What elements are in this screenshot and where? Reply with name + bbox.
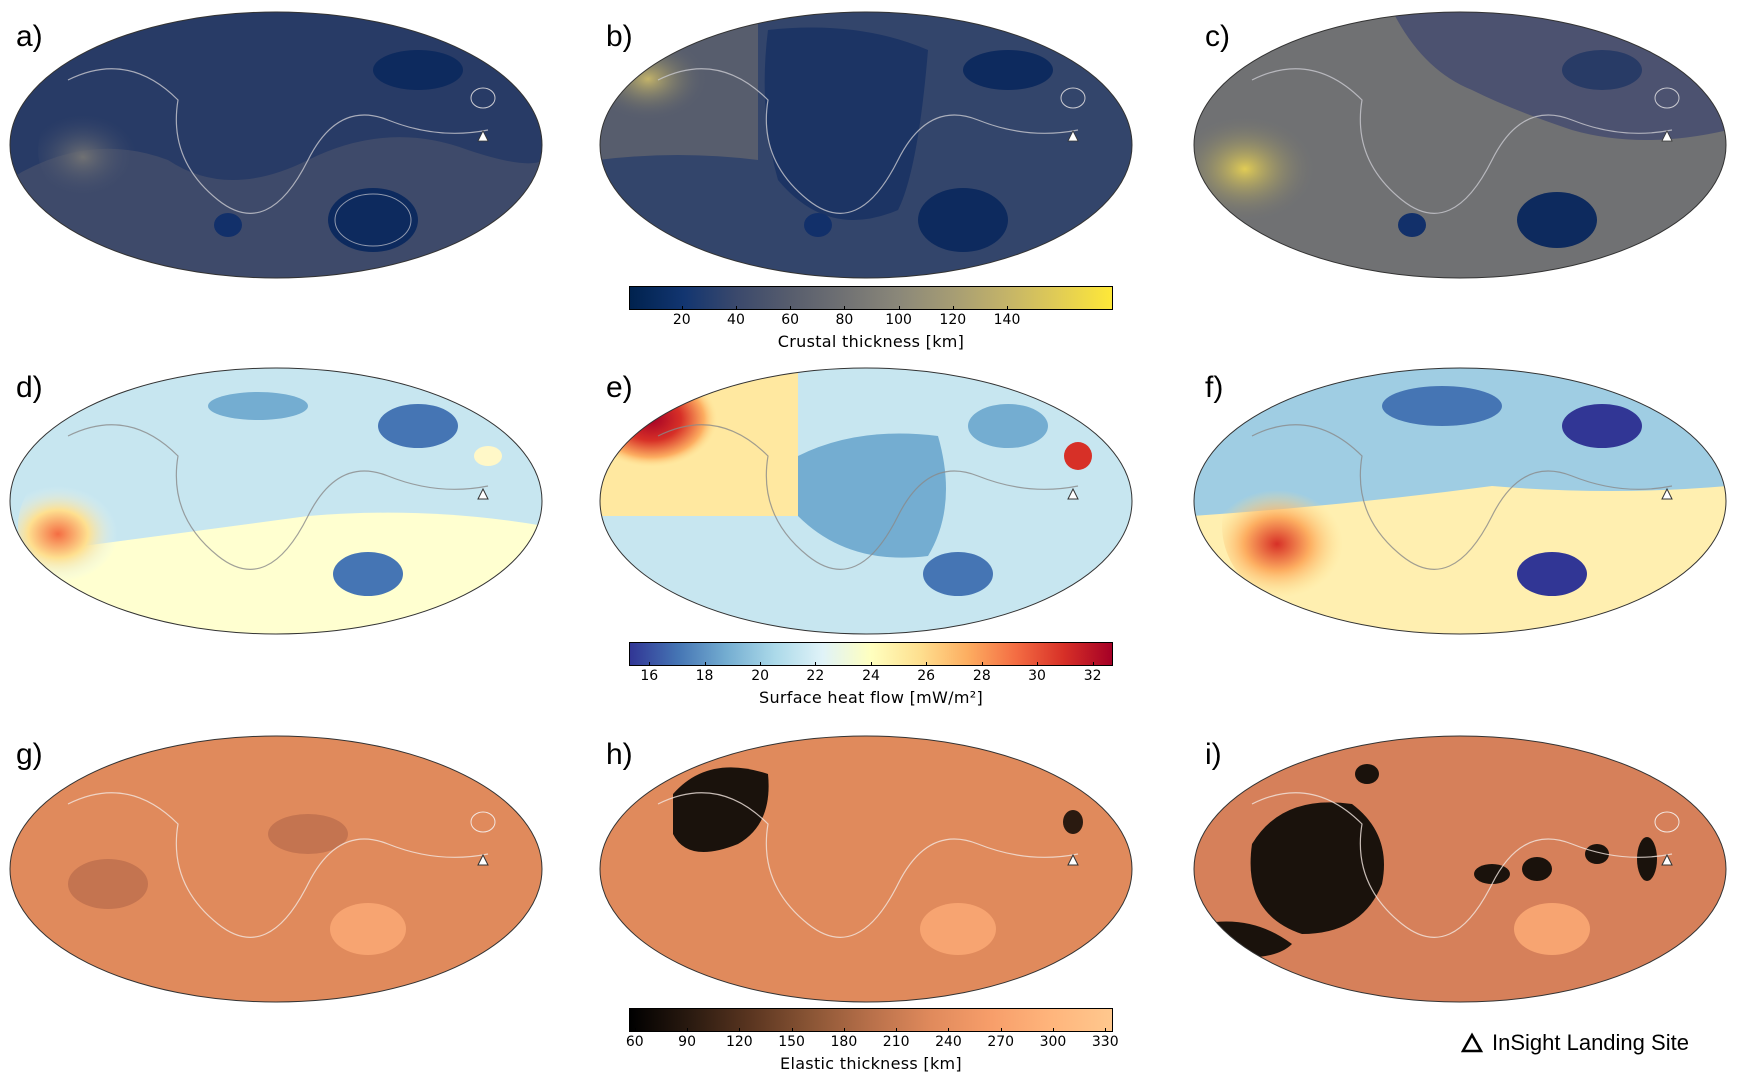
triangle-icon <box>1460 1032 1484 1053</box>
insight-site-marker-c <box>1661 130 1673 142</box>
colorbar-tick-label: 18 <box>695 668 714 684</box>
colorbar-heat-flow: 16 18 20 22 24 26 28 30 32 Surface heat flow [mW… <box>629 642 1113 707</box>
colorbar-tick-label: 28 <box>972 668 991 684</box>
colorbar-tick-label: 22 <box>806 668 825 684</box>
colorbar-tick-label: 120 <box>725 1034 753 1050</box>
map-h-elastic-thickness <box>598 734 1134 1004</box>
colorbar-tickmark <box>704 662 706 666</box>
colorbar-tickmark <box>634 1028 636 1032</box>
colorbar-tick-label: 150 <box>778 1034 805 1050</box>
panel-label-h: h) <box>606 738 633 771</box>
colorbar-tickmark <box>844 306 846 310</box>
colorbar-tickmark <box>760 662 762 666</box>
colorbar-tickmark <box>948 1028 950 1032</box>
panel-label-a: a) <box>16 20 43 53</box>
panel-label-i: i) <box>1205 738 1222 771</box>
map-b-crustal-thickness <box>598 10 1134 280</box>
colorbar-tickmark <box>1052 1028 1054 1032</box>
colorbar-tick-label: 24 <box>862 668 880 684</box>
colorbar-elastic-bar <box>629 1008 1113 1032</box>
colorbar-tick-label: 30 <box>1028 668 1046 684</box>
colorbar-tick-label: 20 <box>672 312 691 328</box>
insight-site-marker-d <box>477 487 489 500</box>
colorbar-crustal-thickness: 20 40 60 80 100 120 140 Crustal thickness [km] <box>629 286 1113 351</box>
colorbar-tick-label: 180 <box>830 1034 858 1050</box>
panel-label-f: f) <box>1205 371 1224 404</box>
colorbar-tickmark <box>981 662 983 666</box>
colorbar-tickmark <box>739 1028 741 1032</box>
colorbar-tick-label: 210 <box>882 1034 910 1050</box>
insight-site-marker-i <box>1661 853 1673 866</box>
colorbar-elastic-title: Elastic thickness [km] <box>780 1054 962 1073</box>
panel-label-d: d) <box>16 371 43 404</box>
colorbar-tickmark <box>898 306 900 310</box>
map-a-crustal-thickness <box>8 10 544 280</box>
colorbar-tickmark <box>952 306 954 310</box>
colorbar-crustal-title: Crustal thickness [km] <box>777 332 965 351</box>
colorbar-tick-label: 240 <box>935 1034 962 1050</box>
colorbar-tickmark <box>843 1028 845 1032</box>
panel-label-g: g) <box>16 738 43 771</box>
colorbar-tickmark <box>896 1028 898 1032</box>
map-c-crustal-thickness <box>1192 10 1728 280</box>
insight-site-marker-a <box>477 130 489 142</box>
colorbar-tickmark <box>1105 1028 1107 1032</box>
insight-site-marker-g <box>477 853 489 866</box>
colorbar-tickmark <box>791 1028 793 1032</box>
colorbar-tickmark <box>926 662 928 666</box>
colorbar-tick-label: 140 <box>993 312 1021 328</box>
panel-label-c: c) <box>1205 20 1230 53</box>
colorbar-crustal-bar <box>629 286 1113 310</box>
panel-label-b: b) <box>606 20 633 53</box>
map-i-elastic-thickness <box>1192 734 1728 1004</box>
colorbar-elastic-thickness: 60 90 120 150 180 210 240 270 300 330 Elastic thi… <box>625 1008 1119 1073</box>
map-g-elastic-thickness <box>8 734 544 1004</box>
colorbar-tick-label: 60 <box>625 1034 644 1050</box>
colorbar-tick-label: 330 <box>1091 1034 1119 1050</box>
colorbar-tick-label: 80 <box>835 312 854 328</box>
colorbar-tickmark <box>1037 662 1038 666</box>
colorbar-tickmark <box>649 662 651 666</box>
colorbar-heat-ticks: 16 18 20 22 24 26 28 30 32 <box>629 662 1113 688</box>
colorbar-tickmark <box>1092 662 1094 666</box>
colorbar-tickmark <box>681 306 683 310</box>
insight-site-marker-b <box>1067 130 1079 142</box>
colorbar-tick-label: 40 <box>727 312 745 328</box>
colorbar-tickmark <box>735 306 737 310</box>
colorbar-tickmark <box>790 306 792 310</box>
colorbar-crustal-ticks: 20 40 60 80 100 120 140 <box>629 306 1113 332</box>
colorbar-heat-title: Surface heat flow [mW/m²] <box>758 688 983 707</box>
colorbar-tickmark <box>871 662 872 666</box>
map-f-heat-flow <box>1192 366 1728 636</box>
colorbar-tickmark <box>815 662 817 666</box>
map-e-heat-flow <box>598 366 1134 636</box>
insight-site-marker-e <box>1067 487 1079 500</box>
colorbar-tick-label: 100 <box>885 312 912 328</box>
legend-label: InSight Landing Site <box>1492 1030 1689 1055</box>
colorbar-tick-label: 60 <box>781 312 800 328</box>
colorbar-tick-label: 16 <box>640 668 659 684</box>
map-d-heat-flow <box>8 366 544 636</box>
colorbar-tick-label: 120 <box>939 312 967 328</box>
colorbar-tick-label: 26 <box>917 668 936 684</box>
colorbar-tickmark <box>687 1028 689 1032</box>
colorbar-tick-label: 270 <box>987 1034 1015 1050</box>
colorbar-tickmark <box>1007 306 1008 310</box>
colorbar-tickmark <box>1000 1028 1002 1032</box>
insight-site-marker-h <box>1067 853 1079 866</box>
colorbar-tick-label: 32 <box>1083 668 1102 684</box>
colorbar-tick-label: 20 <box>751 668 770 684</box>
legend: InSight Landing Site <box>1460 1030 1689 1056</box>
insight-site-marker-f <box>1661 487 1673 500</box>
colorbar-elastic-ticks: 60 90 120 150 180 210 240 270 300 330 <box>625 1028 1119 1054</box>
colorbar-tick-label: 90 <box>678 1034 696 1050</box>
panel-label-e: e) <box>606 371 633 404</box>
colorbar-tick-label: 300 <box>1039 1034 1067 1050</box>
